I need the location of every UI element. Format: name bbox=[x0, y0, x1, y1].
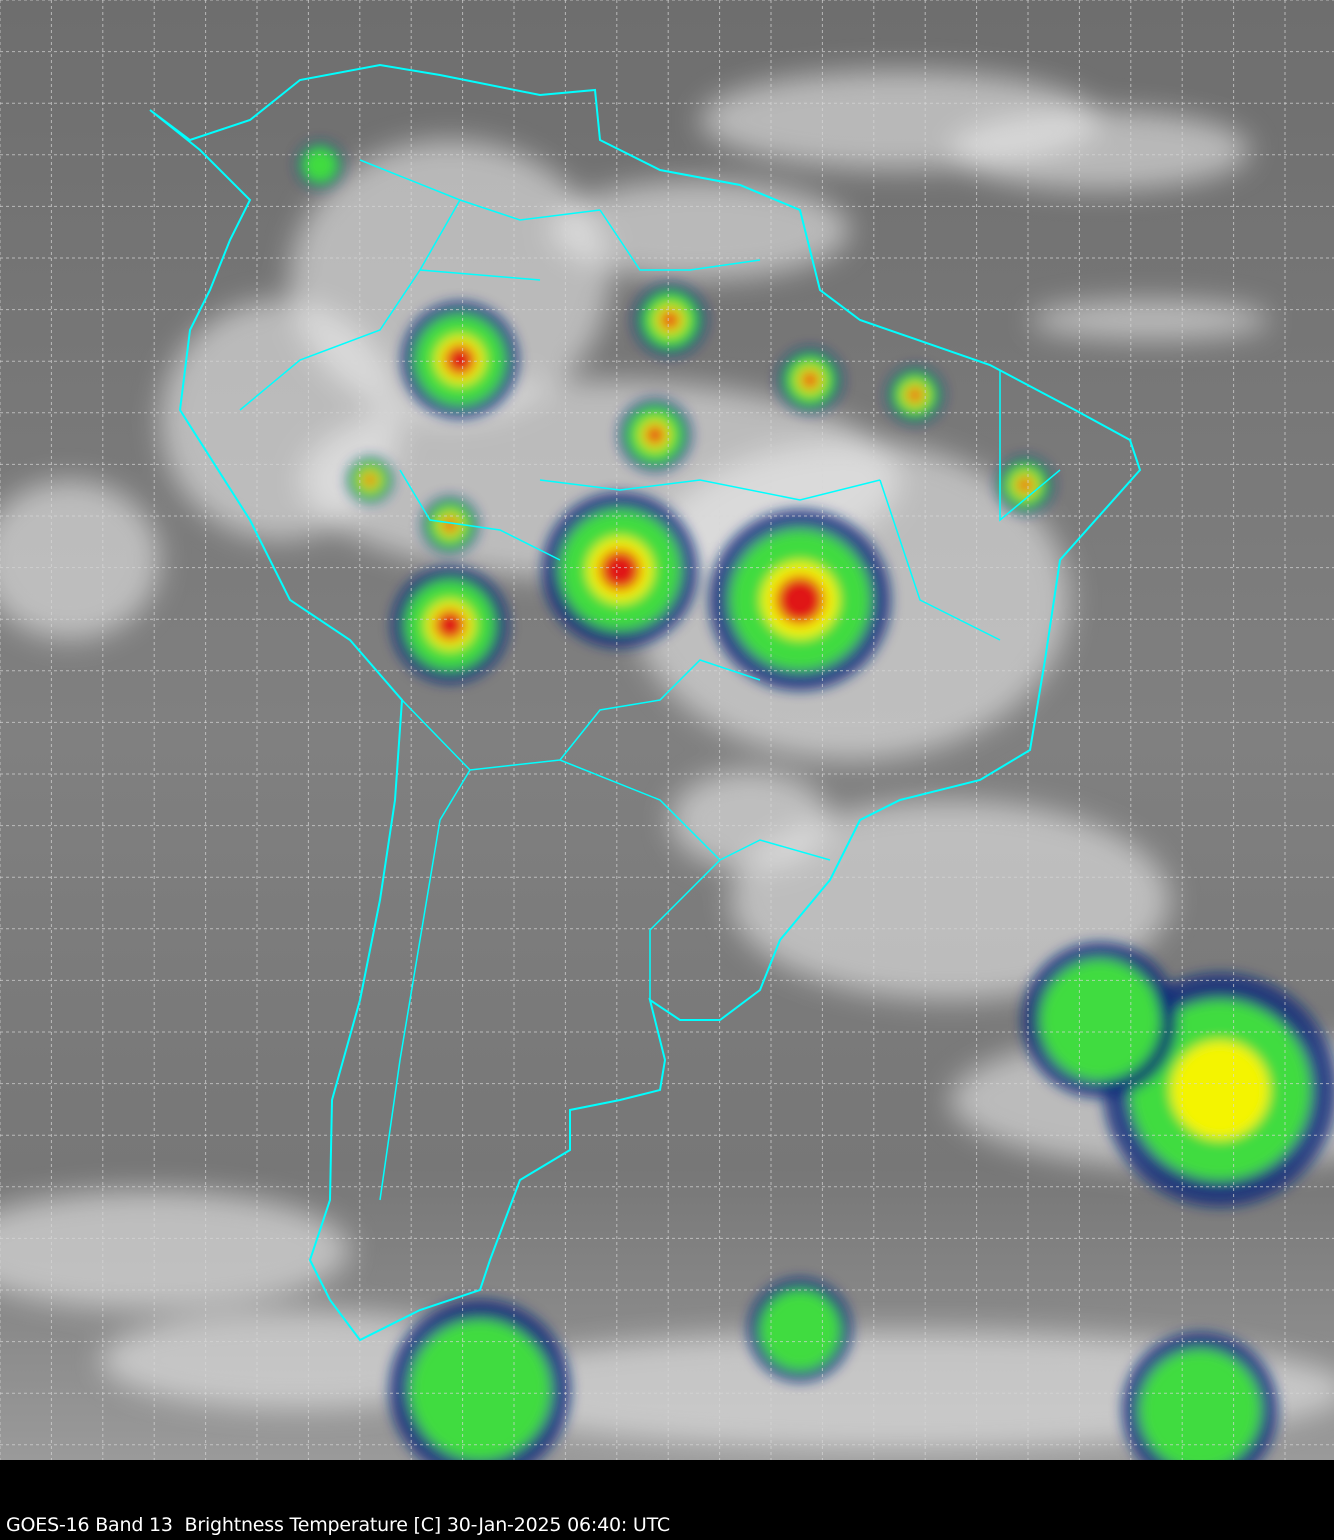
storm-coldest-core bbox=[907, 387, 923, 403]
image-caption: GOES-16 Band 13 Brightness Temperature [… bbox=[6, 1514, 670, 1536]
storm-cold-core bbox=[1170, 1040, 1270, 1140]
storm-coldest-core bbox=[599, 549, 641, 591]
storm-coldest-core bbox=[444, 344, 476, 376]
storm-core bbox=[1040, 960, 1160, 1080]
storm-core bbox=[760, 1290, 840, 1370]
cloud bbox=[730, 800, 1170, 1000]
cloud bbox=[550, 180, 850, 280]
storm-coldest-core bbox=[434, 609, 466, 641]
storm-core bbox=[302, 147, 338, 183]
storm-coldest-core bbox=[660, 310, 680, 330]
storm-coldest-core bbox=[442, 517, 458, 533]
storm-core bbox=[1140, 1350, 1260, 1460]
storm-coldest-core bbox=[801, 371, 819, 389]
cloud bbox=[670, 770, 830, 870]
storm-coldest-core bbox=[363, 473, 377, 487]
storm-core bbox=[410, 1320, 550, 1460]
country-borders bbox=[239, 159, 1061, 1201]
cloud bbox=[450, 1330, 1334, 1450]
cloud bbox=[950, 110, 1250, 190]
convective-storms bbox=[296, 141, 1334, 1460]
cloud bbox=[1030, 300, 1270, 340]
storm-coldest-core bbox=[775, 575, 825, 625]
storm-coldest-core bbox=[1017, 477, 1033, 493]
storm-coldest-core bbox=[645, 425, 665, 445]
cloud bbox=[0, 480, 160, 640]
cloud bbox=[0, 1190, 350, 1310]
lat-lon-grid bbox=[0, 0, 1334, 1460]
satellite-map bbox=[0, 0, 1334, 1460]
